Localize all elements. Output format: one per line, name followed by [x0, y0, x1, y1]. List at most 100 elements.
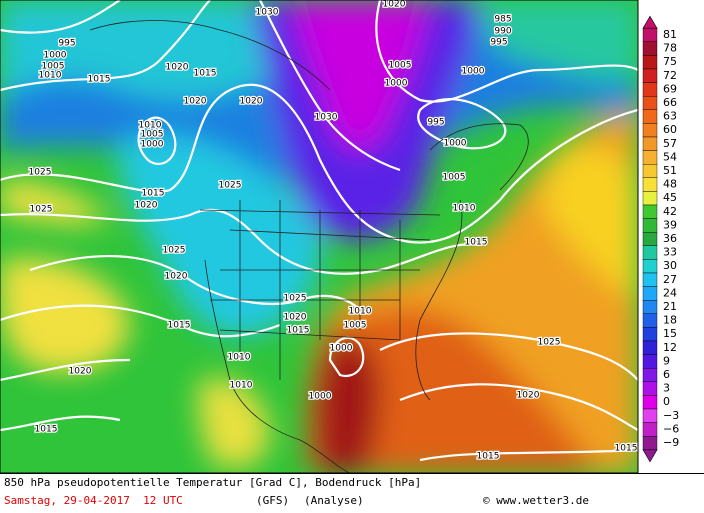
- isobar-label: 1015: [168, 321, 191, 331]
- colorbar-swatch: [642, 354, 658, 369]
- isobar-label: 1015: [194, 69, 217, 79]
- colorbar-label: 42: [663, 205, 677, 218]
- colorbar-label: 81: [663, 28, 677, 41]
- isobar-label: 1020: [284, 313, 307, 323]
- colorbar: 8178757269666360575451484542393633302724…: [642, 15, 679, 463]
- colorbar-swatch: [642, 313, 658, 328]
- colorbar-label: 39: [663, 218, 677, 231]
- isobar-label: 1010: [230, 381, 253, 391]
- isobar-label: 995: [490, 38, 507, 48]
- colorbar-label: 51: [663, 164, 677, 177]
- colorbar-swatch: [642, 28, 658, 43]
- isobar-label: 1020: [184, 97, 207, 107]
- colorbar-label: 57: [663, 137, 677, 150]
- colorbar-label: 45: [663, 191, 677, 204]
- isobar-label: 1005: [42, 62, 65, 72]
- isobar-label: 1020: [69, 367, 92, 377]
- colorbar-label: 3: [663, 382, 670, 395]
- isobar-label: 1015: [88, 75, 111, 85]
- colorbar-label: 75: [663, 55, 677, 68]
- colorbar-label: 66: [663, 96, 677, 109]
- colorbar-label: 72: [663, 69, 677, 82]
- isobar-label: 985: [494, 15, 511, 25]
- colorbar-swatch: [642, 218, 658, 233]
- colorbar-swatch: [642, 41, 658, 56]
- colorbar-swatch: [642, 327, 658, 342]
- isobar-label: 1015: [465, 238, 488, 248]
- isobar-label: 1005: [389, 61, 412, 71]
- footer-run: (Analyse): [304, 494, 364, 507]
- isobar-label: 995: [427, 118, 444, 128]
- colorbar-swatch: [642, 408, 658, 423]
- isobar-label: 1000: [462, 67, 485, 77]
- colorbar-label: 0: [663, 395, 670, 408]
- isobar-label: 1000: [385, 79, 408, 89]
- colorbar-swatch: [642, 272, 658, 287]
- colorbar-label: 9: [663, 354, 670, 367]
- colorbar-label: 54: [663, 150, 677, 163]
- colorbar-swatch: [642, 150, 658, 165]
- colorbar-swatch: [642, 95, 658, 110]
- colorbar-swatch: [642, 123, 658, 138]
- isobar-label: 1025: [30, 205, 53, 215]
- colorbar-swatch: [642, 368, 658, 383]
- isobar-label: 1005: [344, 321, 367, 331]
- isobar-label: 1025: [538, 338, 561, 348]
- colorbar-label: 33: [663, 246, 677, 259]
- footer-model: (GFS): [256, 494, 289, 507]
- colorbar-label: 18: [663, 314, 677, 327]
- colorbar-swatch: [642, 436, 658, 451]
- colorbar-label: 78: [663, 42, 677, 55]
- colorbar-label: 15: [663, 327, 677, 340]
- colorbar-label: 60: [663, 123, 677, 136]
- colorbar-label: 21: [663, 300, 677, 313]
- colorbar-swatch: [642, 177, 658, 192]
- colorbar-swatch: [642, 395, 658, 410]
- isobar-label: 995: [58, 39, 75, 49]
- isobar-label: 1010: [139, 121, 162, 131]
- colorbar-label: 63: [663, 110, 677, 123]
- colorbar-swatch: [642, 68, 658, 83]
- colorbar-label: −6: [663, 422, 679, 435]
- isobar-label: 990: [494, 27, 511, 37]
- isobar-label: 1010: [39, 71, 62, 81]
- colorbar-label: 6: [663, 368, 670, 381]
- isobar-label: 1015: [287, 326, 310, 336]
- colorbar-label: −3: [663, 409, 679, 422]
- isobars: [0, 0, 638, 462]
- colorbar-swatch: [642, 231, 658, 246]
- colorbar-swatch: [642, 381, 658, 396]
- isobar-label: 1005: [443, 173, 466, 183]
- colorbar-swatch: [642, 109, 658, 124]
- isobar-label: 1015: [615, 444, 638, 454]
- isobar-label: 1000: [444, 139, 467, 149]
- colorbar-swatch: [642, 259, 658, 274]
- colorbar-label: 27: [663, 273, 677, 286]
- colorbar-swatch: [642, 191, 658, 206]
- colorbar-swatch: [642, 422, 658, 437]
- isobar-label: 1020: [517, 391, 540, 401]
- isobar-label: 1000: [141, 140, 164, 150]
- colorbar-label: 12: [663, 341, 677, 354]
- colorbar-swatch: [642, 204, 658, 219]
- colorbar-label: 48: [663, 178, 677, 191]
- colorbar-swatch: [642, 55, 658, 70]
- colorbar-label: 36: [663, 232, 677, 245]
- isobar-label: 1005: [141, 130, 164, 140]
- colorbar-swatch: [642, 286, 658, 301]
- colorbar-swatch: [642, 245, 658, 260]
- colorbar-swatch: [642, 136, 658, 151]
- colorbar-swatch: [642, 340, 658, 355]
- isobar-label: 1020: [383, 0, 406, 10]
- isobar-label: 1030: [256, 8, 279, 18]
- isobar-label: 1025: [163, 246, 186, 256]
- colorbar-swatch: [642, 300, 658, 315]
- isobar-label: 1025: [284, 294, 307, 304]
- footer-date: Samstag, 29-04-2017 12 UTC: [4, 494, 183, 507]
- colorbar-swatch: [642, 82, 658, 97]
- isobar-label: 1015: [35, 425, 58, 435]
- isobar-label: 1020: [166, 63, 189, 73]
- colorbar-label: −9: [663, 436, 679, 449]
- isobar-label: 1015: [142, 189, 165, 199]
- isobar-label: 1000: [330, 344, 353, 354]
